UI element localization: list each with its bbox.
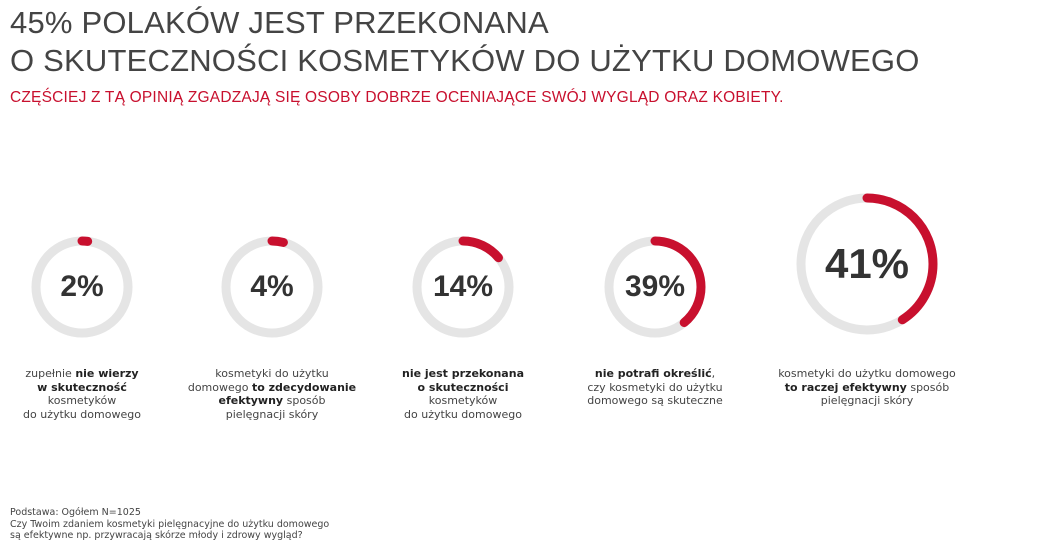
description-line: do użytku domowego [368,408,558,422]
donut-arc [412,236,514,338]
description-line: kosmetyków [368,394,558,408]
footnote-question-2: są efektywne np. przywracają skórze młod… [10,530,303,541]
percent-label: 2% [60,270,104,303]
description-text: kosmetyki do użytku domowego [778,367,956,380]
description-text: pielęgnacji skóry [225,407,319,421]
description-text: domowego są skuteczne [587,394,723,407]
description-text: do użytku domowego [23,407,141,421]
description-line: nie potrafi określić, [560,367,750,381]
page-title: 45% POLAKÓW JEST PRZEKONANA O SKUTECZNOŚ… [10,4,920,80]
description-emphasis: efektywny [218,394,284,407]
description-line: kosmetyki do użytku domowego [772,367,962,381]
description-text: do użytku domowego [404,407,522,421]
description-text: kosmetyki do użytku [215,367,329,380]
donut-5: 41% [792,189,942,339]
description-text: , [711,367,716,380]
title-line-2: O SKUTECZNOŚCI KOSMETYKÓW DO UŻYTKU DOMO… [10,43,920,78]
donut-arc [604,236,706,338]
description-text: sposób [283,394,326,407]
description-emphasis: nie potrafi określić [594,367,712,380]
footnote-question-1: Czy Twoim zdaniem kosmetyki pielęgnacyjn… [10,518,330,530]
description-line: pielęgnacji skóry [177,408,367,422]
description-text: pielęgnacji skóry [820,394,914,407]
description-text: sposób [906,380,950,394]
donut-arc [796,193,938,335]
description-line: do użytku domowego [0,408,177,422]
description-text: domowego [187,380,252,394]
percent-label: 4% [250,270,294,303]
description-line: to raczej efektywny sposób [772,381,962,395]
donut-description: nie potrafi określić, czy kosmetyki do uż… [560,367,750,408]
title-line-1: 45% POLAKÓW JEST PRZEKONANA [10,5,549,40]
percent-label: 41% [824,240,910,287]
description-line: o skuteczności [368,381,558,395]
description-emphasis: to zdecydowanie [251,380,357,394]
donut-4: 39% [600,232,710,342]
description-line: domowego są skuteczne [560,394,750,408]
donut-description: kosmetyki do użytku domowego to raczej ef… [772,367,962,408]
description-line: pielęgnacji skóry [772,394,962,408]
description-emphasis: nie jest przekonana [401,367,524,380]
description-line: nie jest przekonana [368,367,558,381]
subtitle: CZĘŚCIEJ Z TĄ OPINIĄ ZGADZAJĄ SIĘ OSOBY … [10,89,784,106]
donut-arc [221,236,323,338]
footnote-base: Podstawa: Ogółem N=1025 [10,507,141,518]
description-line: czy kosmetyki do użytku [560,381,750,395]
description-emphasis: w skuteczność [37,380,127,394]
donut-1: 2% [27,232,137,342]
description-line: domowego to zdecydowanie [177,381,367,395]
donut-description: kosmetyki do użytku domowego to zdecydowa… [177,367,367,421]
percent-label: 39% [624,270,686,303]
description-line: zupełnie nie wierzy [0,367,177,381]
footnote: Podstawa: Ogółem N=1025 Czy Twoim zdanie… [10,507,329,542]
description-line: efektywny sposób [177,394,367,408]
donut-3: 14% [408,232,518,342]
description-line: kosmetyków [0,394,177,408]
description-text: czy kosmetyki do użytku [587,380,723,394]
donut-arc [31,236,133,338]
description-emphasis: o skuteczności [417,380,509,394]
description-text: zupełnie [25,367,76,380]
description-line: w skuteczność [0,381,177,395]
description-text: kosmetyków [428,394,498,407]
donut-2: 4% [217,232,327,342]
description-emphasis: to raczej efektywny [784,380,907,394]
percent-label: 14% [432,270,494,303]
description-emphasis: nie wierzy [75,367,139,380]
description-line: kosmetyki do użytku [177,367,367,381]
donut-description: nie jest przekonana o skuteczności kosmety… [368,367,558,421]
description-text: kosmetyków [47,394,117,407]
donut-description: zupełnie nie wierzy w skuteczność kosmetyk… [0,367,177,421]
